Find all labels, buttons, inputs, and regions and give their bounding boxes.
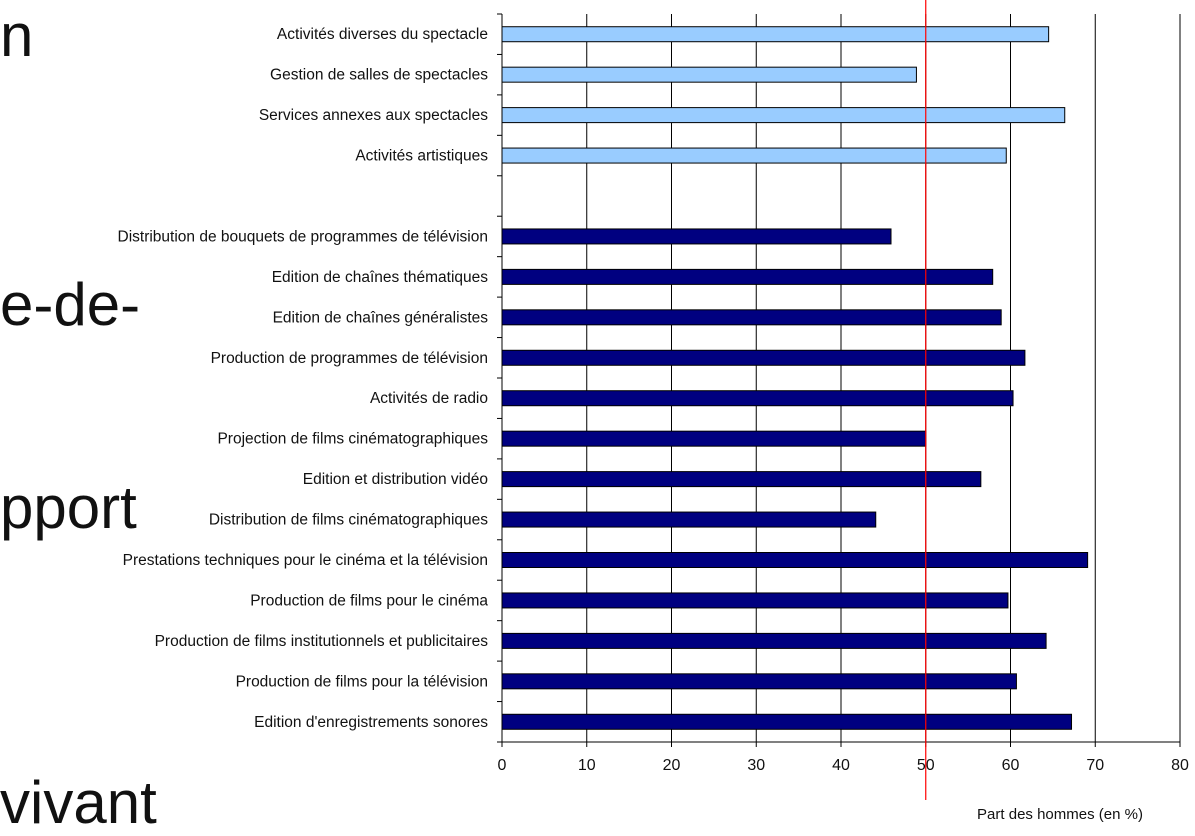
x-tick-label-0: 0: [498, 757, 507, 774]
category-label-15: Production de films institutionnels et p…: [155, 633, 489, 650]
bar-9: [501, 390, 1014, 407]
bar-14: [501, 592, 1009, 609]
background-text-fragment-3: pport: [0, 474, 137, 541]
category-label-6: Edition de chaînes thématiques: [272, 269, 489, 286]
x-tick-label-60: 60: [1002, 757, 1020, 774]
bar-5: [501, 228, 892, 245]
category-label-12: Distribution de films cinématographiques: [209, 512, 488, 529]
bar-16: [501, 673, 1017, 690]
gridlines: [586, 14, 1181, 742]
category-label-17: Edition d'enregistrements sonores: [254, 714, 488, 731]
background-text-fragment-2: e-de-: [0, 271, 141, 338]
category-labels: Activités diverses du spectacle Gestion d…: [118, 26, 489, 731]
category-label-11: Edition et distribution vidéo: [303, 471, 488, 488]
x-axis-ticks: 0 10 20 30 40 50 60 70 80: [498, 742, 1189, 774]
category-label-0: Activités diverses du spectacle: [277, 26, 488, 43]
bar-15: [501, 632, 1047, 649]
bar-8: [501, 349, 1026, 366]
bar-2: [501, 107, 1066, 124]
category-label-2: Services annexes aux spectacles: [259, 107, 488, 124]
category-label-10: Projection de films cinématographiques: [217, 431, 488, 448]
category-label-1: Gestion de salles de spectacles: [270, 67, 488, 84]
bar-3: [501, 147, 1007, 164]
x-tick-label-10: 10: [578, 757, 596, 774]
bar-0: [501, 26, 1050, 43]
category-label-14: Production de films pour le cinéma: [250, 592, 488, 609]
category-label-8: Production de programmes de télévision: [211, 350, 488, 367]
x-tick-label-40: 40: [832, 757, 850, 774]
background-text-fragment-1: n: [0, 2, 34, 69]
bar-10: [501, 430, 927, 447]
category-label-9: Activités de radio: [370, 390, 488, 407]
bar-1: [501, 66, 917, 83]
category-label-7: Edition de chaînes généralistes: [273, 309, 489, 326]
category-label-5: Distribution de bouquets de programmes d…: [118, 228, 489, 245]
bar-11: [501, 471, 982, 488]
category-label-16: Production de films pour la télévision: [236, 673, 488, 690]
bar-17: [501, 713, 1073, 730]
bar-13: [501, 552, 1089, 568]
bar-12: [501, 511, 877, 528]
x-tick-label-30: 30: [747, 757, 765, 774]
bars: [501, 26, 1089, 730]
axes: [497, 0, 1180, 800]
category-label-13: Prestations techniques pour le cinéma et…: [123, 552, 488, 569]
x-tick-label-20: 20: [663, 757, 681, 774]
x-axis-title: Part des hommes (en %): [977, 806, 1143, 823]
category-label-3: Activités artistiques: [355, 148, 488, 165]
bar-6: [501, 268, 994, 285]
x-tick-label-80: 80: [1171, 757, 1189, 774]
background-text-fragment-4: vivant: [0, 769, 157, 836]
x-tick-label-70: 70: [1086, 757, 1104, 774]
